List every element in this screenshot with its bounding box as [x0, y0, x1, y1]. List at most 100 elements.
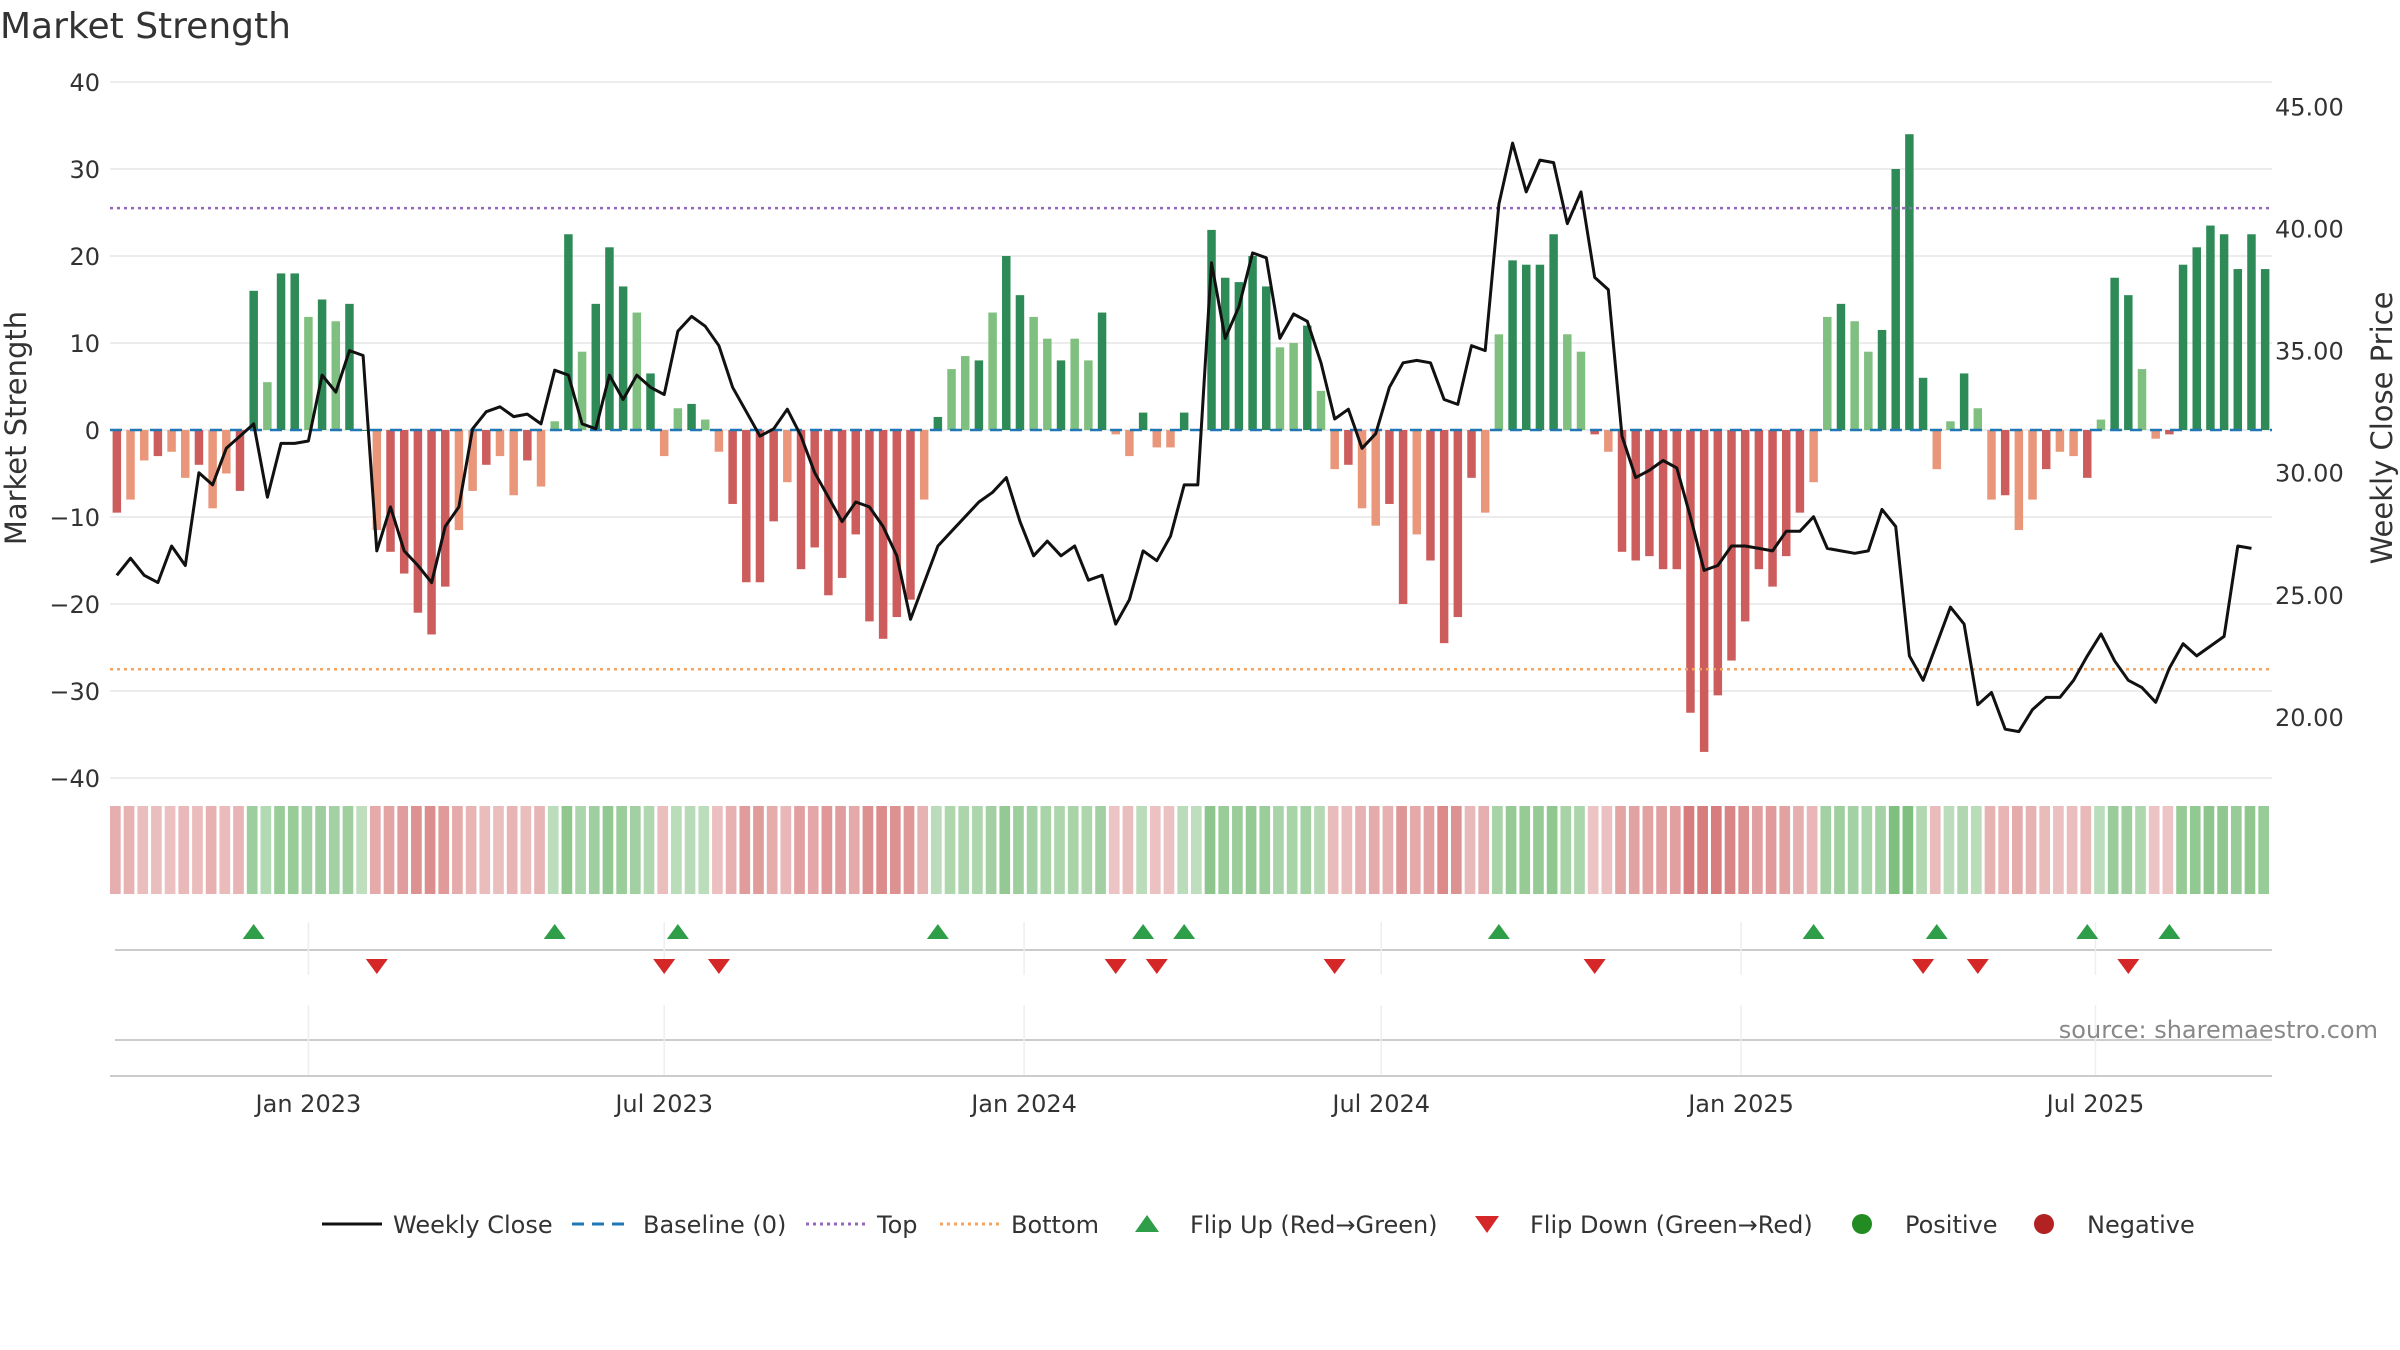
strength-bar: [509, 430, 518, 496]
strength-bar: [1576, 351, 1586, 430]
strip-cell: [1888, 806, 1900, 894]
strength-bar: [358, 430, 368, 431]
strength-bar: [194, 430, 204, 465]
strength-bar: [208, 430, 217, 509]
strength-bar: [1138, 412, 1148, 430]
strip-cell: [794, 806, 805, 894]
strength-bar: [632, 312, 642, 430]
strip-cell: [561, 806, 573, 894]
strength-bar: [112, 430, 122, 513]
strength-bar: [591, 303, 601, 430]
strength-bar: [1111, 430, 1120, 435]
chart-title: Market Strength: [0, 6, 291, 47]
strength-bar: [1303, 325, 1312, 430]
strength-bar: [427, 430, 436, 635]
x-tick-label: Jan 2023: [254, 1090, 362, 1118]
strip-cell: [1232, 806, 1243, 894]
strength-bar: [2219, 234, 2229, 430]
strip-cell: [137, 806, 149, 894]
strength-bar: [1590, 430, 1599, 435]
strip-cell: [1875, 806, 1886, 894]
strip-cell: [1204, 806, 1216, 894]
strength-bar: [2178, 264, 2188, 430]
strip-cell: [698, 806, 710, 894]
y-tick-label: −20: [49, 591, 100, 619]
strength-bar: [1385, 430, 1394, 504]
strength-bar: [523, 430, 532, 461]
strength-bar: [1166, 430, 1175, 448]
strip-cell: [1327, 806, 1339, 894]
strength-bar: [1152, 430, 1162, 448]
strip-cell: [876, 806, 887, 894]
flip-down-marker: [365, 959, 388, 974]
strength-bar: [386, 430, 395, 552]
strip-cell: [1779, 806, 1791, 894]
strength-bar: [1795, 430, 1805, 513]
strength-bar: [399, 430, 409, 574]
flip-down-marker: [1323, 959, 1346, 974]
strip-cell: [2025, 806, 2037, 894]
strength-bar: [2165, 430, 2174, 435]
strength-bar: [454, 430, 464, 531]
x-tick-label: Jul 2025: [2045, 1090, 2145, 1118]
flip-up-marker: [666, 924, 689, 939]
flip-up-marker: [926, 924, 949, 939]
strength-bar: [1220, 277, 1230, 430]
strip-cell: [233, 806, 244, 894]
flip-up-marker: [1925, 924, 1948, 939]
strength-bar: [1864, 351, 1873, 430]
strip-cell: [1710, 806, 1722, 894]
strip-cell: [2121, 806, 2133, 894]
strength-bar: [960, 356, 970, 430]
strength-bar: [1823, 316, 1832, 430]
strip-cell: [2258, 806, 2269, 894]
strip-cell: [1560, 806, 1572, 894]
strength-bar: [1740, 430, 1750, 622]
strength-bar: [2137, 369, 2147, 430]
strip-cell: [671, 806, 682, 894]
strength-bar: [742, 430, 751, 583]
strip-cell: [753, 806, 764, 894]
strip-cell: [328, 806, 340, 894]
strength-bar: [2028, 430, 2037, 500]
y2-tick-label: 40.00: [2275, 216, 2344, 244]
flip-up-marker: [2158, 924, 2181, 939]
strip-cell: [1314, 806, 1325, 894]
y-tick-label: −40: [49, 765, 100, 793]
strength-bar: [1480, 430, 1490, 513]
strip-cell: [889, 806, 901, 894]
strip-cell: [287, 806, 299, 894]
strip-cell: [1478, 806, 1490, 894]
y-axis-label: Market Strength: [0, 311, 33, 545]
strength-bar: [1836, 303, 1846, 430]
strip-cell: [602, 806, 614, 894]
strip-cell: [1902, 806, 1914, 894]
strip-cell: [110, 806, 121, 894]
strip-cell: [2080, 806, 2092, 894]
strength-bar: [1973, 408, 1983, 430]
strip-cell: [2012, 806, 2023, 894]
strip-cell: [246, 806, 258, 894]
strip-cell: [1026, 806, 1038, 894]
strength-bar: [1699, 430, 1709, 752]
strip-cell: [534, 806, 545, 894]
flip-down-marker: [1145, 959, 1168, 974]
strength-bar: [1617, 430, 1627, 552]
x-tick-label: Jan 2024: [969, 1090, 1077, 1118]
legend-dot-icon: [2034, 1214, 2054, 1234]
strip-cell: [1191, 806, 1202, 894]
flip-down-marker: [1104, 959, 1127, 974]
strength-bar: [482, 430, 491, 465]
strip-cell: [1409, 806, 1421, 894]
strip-cell: [315, 806, 326, 894]
y-axis-left: 40 30 20 10 0 −10 −20 −30 −40: [49, 69, 100, 793]
strip-cell: [397, 806, 409, 894]
strip-cell: [479, 806, 491, 894]
strength-bar: [2110, 277, 2119, 430]
strip-cell: [1957, 806, 1968, 894]
strip-cell: [2244, 806, 2256, 894]
strength-bar: [153, 430, 163, 457]
strength-bar: [1426, 430, 1435, 561]
strength-bar: [919, 430, 929, 500]
strip-cell: [465, 806, 477, 894]
